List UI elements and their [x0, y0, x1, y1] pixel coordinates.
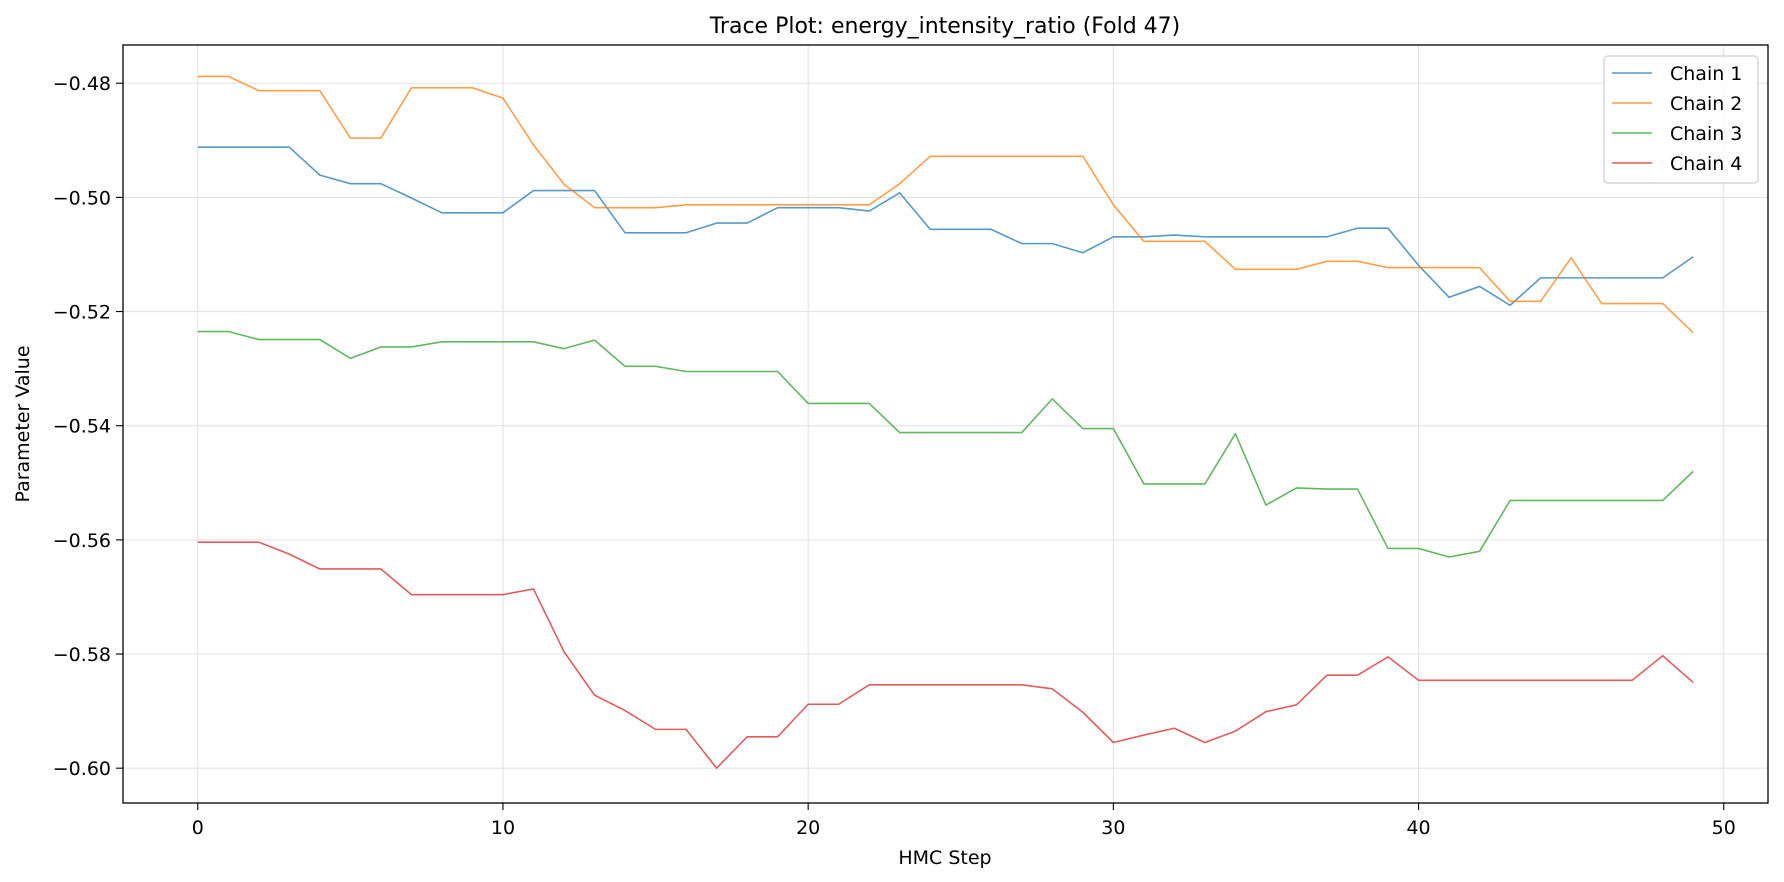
series-lines	[197, 75, 1694, 769]
chart-title: Trace Plot: energy_intensity_ratio (Fold…	[709, 14, 1181, 39]
series-line-chain-4	[197, 541, 1694, 769]
x-axis-label: HMC Step	[898, 847, 991, 869]
y-tick-label: −0.56	[53, 530, 111, 552]
legend-label-chain-2: Chain 2	[1670, 93, 1742, 115]
x-tick-label: 40	[1406, 817, 1430, 839]
y-tick-label: −0.48	[53, 73, 111, 95]
y-axis-ticks: −0.48 −0.50 −0.52 −0.54 −0.56 −0.58 −0.60	[53, 73, 123, 780]
x-tick-label: 10	[491, 817, 515, 839]
y-tick-label: −0.54	[53, 416, 111, 438]
series-line-chain-1	[197, 146, 1694, 307]
y-tick-label: −0.50	[53, 187, 111, 209]
legend-label-chain-3: Chain 3	[1670, 123, 1742, 145]
legend-label-chain-4: Chain 4	[1670, 153, 1742, 175]
y-axis-label: Parameter Value	[12, 345, 34, 502]
x-tick-label: 0	[192, 817, 204, 839]
legend-label-chain-1: Chain 1	[1670, 63, 1742, 85]
series-line-chain-2	[197, 75, 1694, 334]
y-tick-label: −0.60	[53, 758, 111, 780]
y-tick-label: −0.52	[53, 302, 111, 324]
legend-box	[1603, 55, 1759, 184]
legend: Chain 1 Chain 2 Chain 3 Chain 4	[1603, 55, 1759, 184]
plot-frame	[122, 44, 1769, 804]
x-tick-label: 30	[1101, 817, 1125, 839]
x-axis-ticks: 0 10 20 30 40 50	[192, 803, 1736, 839]
series-line-chain-3	[197, 330, 1694, 558]
x-tick-label: 20	[796, 817, 820, 839]
x-tick-label: 50	[1712, 817, 1736, 839]
y-tick-label: −0.58	[53, 644, 111, 666]
